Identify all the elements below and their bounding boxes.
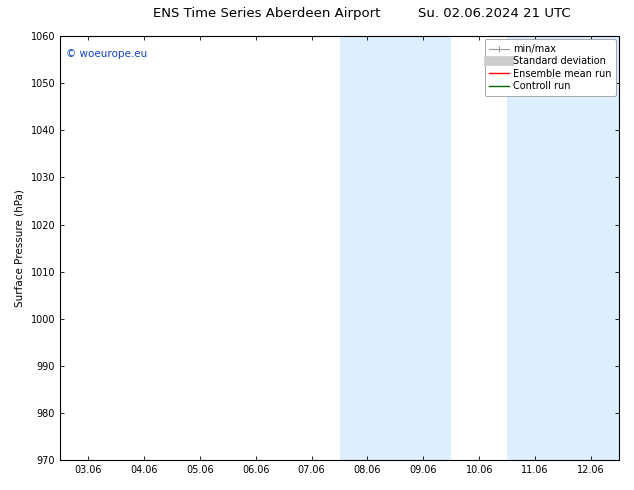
Text: ENS Time Series Aberdeen Airport: ENS Time Series Aberdeen Airport <box>153 7 380 21</box>
Bar <box>340 36 451 460</box>
Legend: min/max, Standard deviation, Ensemble mean run, Controll run: min/max, Standard deviation, Ensemble me… <box>484 39 616 96</box>
Y-axis label: Surface Pressure (hPa): Surface Pressure (hPa) <box>15 189 25 307</box>
Text: Su. 02.06.2024 21 UTC: Su. 02.06.2024 21 UTC <box>418 7 571 21</box>
Text: © woeurope.eu: © woeurope.eu <box>66 49 147 59</box>
Bar <box>507 36 619 460</box>
